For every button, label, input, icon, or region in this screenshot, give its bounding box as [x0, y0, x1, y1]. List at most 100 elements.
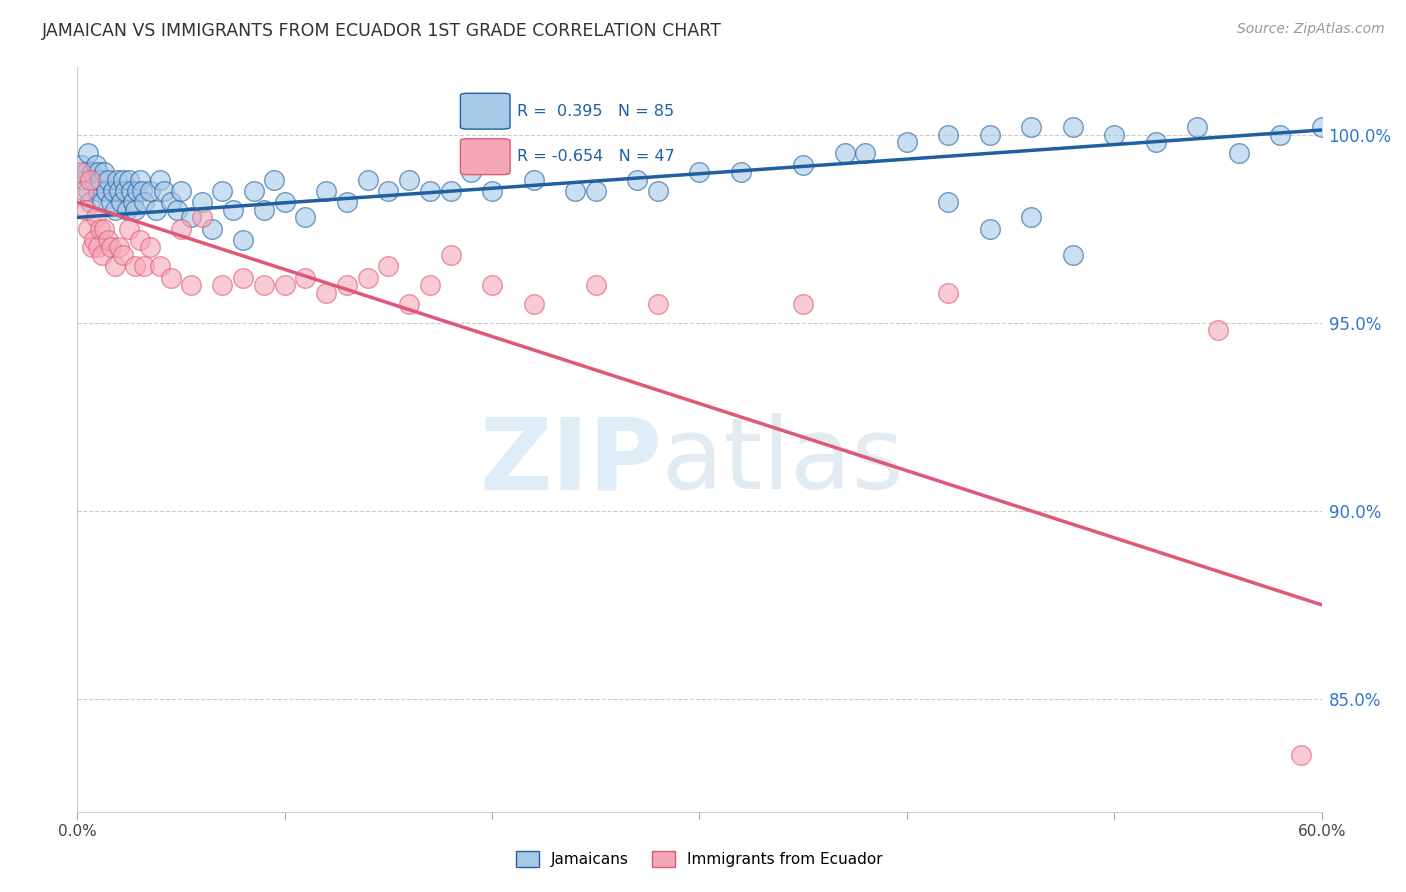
Point [89, 221, 111, 235]
Point [1270, 128, 1292, 142]
Point [1021, 211, 1043, 225]
Point [398, 297, 420, 311]
Point [1289, 748, 1312, 763]
Point [108, 240, 131, 254]
Point [80, 165, 103, 179]
Point [481, 278, 503, 293]
Point [336, 195, 359, 210]
Point [139, 240, 162, 254]
Point [166, 202, 188, 217]
Point [398, 173, 420, 187]
Point [585, 278, 607, 293]
Point [979, 128, 1001, 142]
Point [1310, 120, 1333, 134]
Point [1062, 120, 1084, 134]
Point [201, 221, 224, 235]
Point [1206, 323, 1229, 337]
Point [70, 165, 93, 179]
Point [792, 297, 814, 311]
Point [91, 248, 114, 262]
Point [79, 173, 101, 187]
Point [84, 211, 107, 225]
Point [232, 270, 254, 285]
Point [315, 285, 337, 300]
Point [118, 173, 141, 187]
Point [294, 270, 316, 285]
Point [1104, 128, 1126, 142]
Point [855, 146, 877, 161]
Point [93, 221, 115, 235]
Point [76, 184, 98, 198]
Point [1062, 248, 1084, 262]
Point [97, 173, 120, 187]
Point [122, 195, 145, 210]
Point [97, 233, 120, 247]
Point [111, 248, 134, 262]
Point [263, 173, 285, 187]
Point [377, 260, 399, 274]
Text: atlas: atlas [662, 413, 904, 510]
Point [104, 202, 127, 217]
Point [253, 278, 276, 293]
Point [523, 173, 546, 187]
Point [153, 184, 176, 198]
Point [377, 184, 399, 198]
Point [896, 135, 918, 149]
Point [294, 211, 316, 225]
Point [128, 233, 150, 247]
Point [72, 184, 94, 198]
Point [1021, 120, 1043, 134]
Point [523, 297, 546, 311]
Point [149, 260, 172, 274]
Point [274, 278, 297, 293]
Point [170, 184, 193, 198]
Point [222, 202, 245, 217]
Point [111, 173, 134, 187]
Point [100, 240, 122, 254]
Point [626, 173, 648, 187]
Point [128, 173, 150, 187]
Point [191, 195, 214, 210]
Text: ZIP: ZIP [479, 413, 662, 510]
Point [89, 173, 111, 187]
Point [232, 233, 254, 247]
Point [585, 184, 607, 198]
Point [180, 211, 202, 225]
Point [336, 278, 359, 293]
Point [274, 195, 297, 210]
Text: JAMAICAN VS IMMIGRANTS FROM ECUADOR 1ST GRADE CORRELATION CHART: JAMAICAN VS IMMIGRANTS FROM ECUADOR 1ST … [42, 22, 723, 40]
Point [647, 184, 669, 198]
Point [87, 240, 110, 254]
Point [938, 285, 960, 300]
Point [460, 165, 482, 179]
Point [1144, 135, 1167, 149]
Point [357, 173, 380, 187]
Point [149, 173, 172, 187]
Point [419, 184, 441, 198]
Point [132, 195, 155, 210]
Point [689, 165, 711, 179]
Point [83, 173, 105, 187]
Point [91, 195, 114, 210]
Point [159, 195, 181, 210]
Text: Source: ZipAtlas.com: Source: ZipAtlas.com [1237, 22, 1385, 37]
Point [124, 260, 146, 274]
Point [131, 184, 153, 198]
Point [100, 195, 122, 210]
Point [938, 195, 960, 210]
Point [1227, 146, 1250, 161]
Point [647, 297, 669, 311]
Point [211, 278, 233, 293]
Legend: Jamaicans, Immigrants from Ecuador: Jamaicans, Immigrants from Ecuador [509, 844, 890, 875]
Point [115, 202, 138, 217]
Point [93, 165, 115, 179]
Point [730, 165, 752, 179]
Point [96, 184, 118, 198]
Point [191, 211, 214, 225]
Point [357, 270, 380, 285]
Point [938, 128, 960, 142]
Point [104, 260, 127, 274]
Point [118, 221, 141, 235]
Point [70, 158, 93, 172]
Point [84, 158, 107, 172]
